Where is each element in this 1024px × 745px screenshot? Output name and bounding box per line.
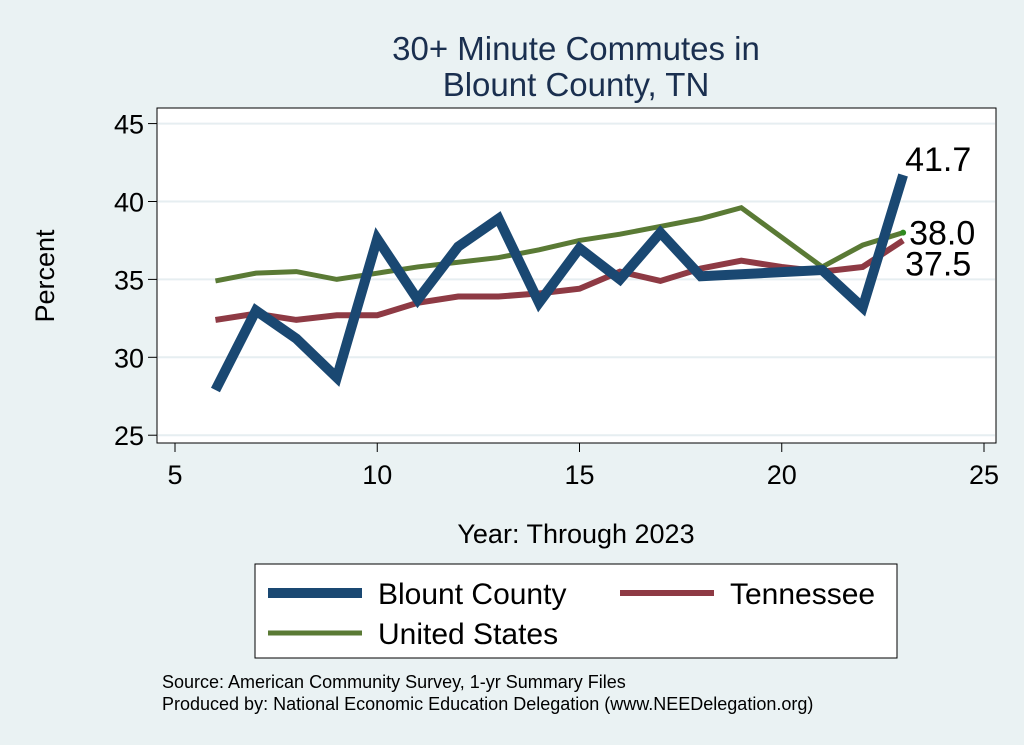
- x-tick-label: 5: [167, 460, 182, 490]
- legend-box: [254, 563, 898, 659]
- x-axis-title: Year: Through 2023: [457, 519, 694, 549]
- series-lines: [210, 173, 908, 393]
- y-tick-label: 35: [114, 265, 144, 295]
- end-label-blount-county: 41.7: [905, 141, 971, 179]
- source-note: Source: American Community Survey, 1-yr …: [162, 672, 626, 692]
- end-marker: [900, 229, 907, 236]
- legend-label-united-states: United States: [378, 618, 558, 651]
- x-tick-label: 10: [362, 460, 392, 490]
- chart-title-line-1: 30+ Minute Commutes in: [392, 30, 760, 67]
- producer-note: Produced by: National Economic Education…: [162, 694, 813, 714]
- grid-lines: [158, 122, 995, 437]
- legend-label-blount-county: Blount County: [378, 578, 566, 611]
- chart-title-line-2: Blount County, TN: [443, 66, 710, 103]
- end-labels: 41.7 37.538.0: [905, 141, 975, 283]
- x-axis: 5 10 15 20 25: [167, 442, 999, 490]
- end-label-tennessee: 37.5: [905, 245, 971, 283]
- y-axis: 25 30 35 40 45: [114, 110, 157, 451]
- x-tick-label: 20: [767, 460, 797, 490]
- x-tick-label: 15: [564, 460, 594, 490]
- series-line-blount-county: [210, 173, 908, 393]
- y-tick-label: 30: [114, 343, 144, 373]
- y-tick-label: 40: [114, 187, 144, 217]
- x-tick-label: 25: [969, 460, 999, 490]
- y-tick-label: 45: [114, 110, 144, 140]
- series-line-united-states: [214, 204, 904, 284]
- end-label-united-states: 38.0: [909, 215, 975, 253]
- y-axis-title: Percent: [30, 229, 60, 323]
- plot-area: [156, 107, 997, 444]
- y-tick-label: 25: [114, 421, 144, 451]
- legend-label-tennessee: Tennessee: [730, 578, 875, 611]
